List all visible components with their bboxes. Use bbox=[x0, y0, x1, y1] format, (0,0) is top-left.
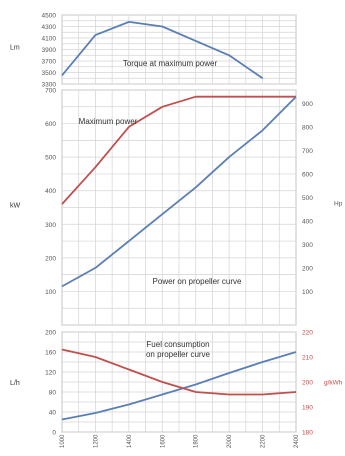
y2-tick-label: 220 bbox=[302, 330, 313, 337]
x-tick-label: 1800 bbox=[194, 434, 200, 448]
y-tick-label: 4300 bbox=[42, 24, 57, 31]
x-tick-label: 1200 bbox=[93, 434, 99, 448]
annotation-fuel-line1: Fuel consumption bbox=[146, 340, 209, 349]
annotation-propeller-power: Power on propeller curve bbox=[153, 277, 242, 286]
y-tick-label: 400 bbox=[45, 188, 56, 195]
annotation-fuel-line2: on propeller curve bbox=[146, 350, 211, 359]
y2-tick-label: 900 bbox=[302, 101, 313, 108]
y2-tick-label: 500 bbox=[302, 195, 313, 202]
y-tick-label: 600 bbox=[45, 121, 56, 128]
y-axis-label: kW bbox=[10, 203, 21, 210]
y2-tick-label: 400 bbox=[302, 218, 313, 225]
y-tick-label: 4500 bbox=[42, 13, 57, 20]
y-tick-label: 40 bbox=[49, 410, 57, 417]
x-tick-label: 1000 bbox=[60, 434, 66, 448]
chart-title: Torque at maximum power bbox=[123, 59, 218, 68]
x-tick-label: 2000 bbox=[227, 434, 233, 448]
y2-axis-label: Hp bbox=[334, 201, 343, 208]
y2-tick-label: 700 bbox=[302, 148, 313, 155]
series-line bbox=[61, 95, 296, 205]
y-tick-label: 500 bbox=[45, 155, 56, 162]
annotation-maximum-power: Maximum power bbox=[79, 117, 138, 126]
y2-axis-label: g/kWh bbox=[324, 380, 343, 387]
y-tick-label: 100 bbox=[45, 289, 56, 296]
x-tick-label: 1400 bbox=[127, 434, 133, 448]
y-tick-label: 0 bbox=[52, 430, 56, 437]
y2-tick-label: 600 bbox=[302, 171, 313, 178]
y2-tick-label: 300 bbox=[302, 242, 313, 249]
y-tick-label: 700 bbox=[45, 88, 56, 95]
x-tick-label: 2400 bbox=[294, 434, 300, 448]
y-tick-label: 200 bbox=[45, 255, 56, 262]
y-tick-label: 3700 bbox=[42, 59, 57, 66]
y-axis-label: L/h bbox=[10, 380, 20, 387]
y2-tick-label: 800 bbox=[302, 124, 313, 131]
y-tick-label: 3300 bbox=[42, 82, 57, 89]
series-line bbox=[61, 351, 297, 421]
y-tick-label: 3900 bbox=[42, 47, 57, 54]
y2-tick-label: 100 bbox=[302, 289, 313, 296]
y2-tick-label: 200 bbox=[302, 380, 313, 387]
series-line bbox=[61, 96, 297, 288]
y-tick-label: 80 bbox=[49, 390, 57, 397]
y2-tick-label: 200 bbox=[302, 265, 313, 272]
y-axis-label: Lm bbox=[10, 45, 20, 52]
x-tick-label: 1600 bbox=[160, 434, 166, 448]
y-tick-label: 4100 bbox=[42, 36, 57, 43]
y2-tick-label: 190 bbox=[302, 405, 313, 412]
y-tick-label: 160 bbox=[45, 350, 56, 357]
y-tick-label: 200 bbox=[45, 330, 56, 337]
y-tick-label: 3500 bbox=[42, 70, 57, 77]
y-tick-label: 300 bbox=[45, 222, 56, 229]
y2-tick-label: 180 bbox=[302, 430, 313, 437]
y2-tick-label: 210 bbox=[302, 355, 313, 362]
series-line bbox=[61, 21, 264, 80]
series-line bbox=[61, 348, 297, 396]
y-tick-label: 120 bbox=[45, 370, 56, 377]
x-tick-label: 2200 bbox=[261, 434, 267, 448]
